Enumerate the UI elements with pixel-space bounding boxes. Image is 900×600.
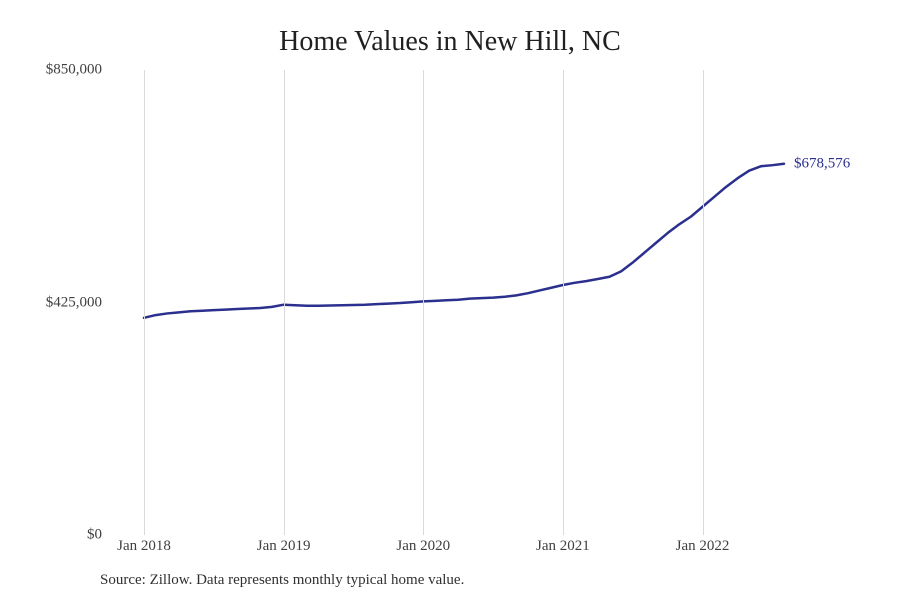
- chart-svg: [144, 70, 784, 535]
- series-end-label: $678,576: [794, 155, 850, 172]
- x-gridline: [423, 70, 424, 535]
- x-gridline: [703, 70, 704, 535]
- x-tick-label: Jan 2019: [257, 538, 311, 555]
- y-tick-label: $0: [2, 527, 102, 544]
- x-tick-label: Jan 2022: [676, 538, 730, 555]
- x-gridline: [563, 70, 564, 535]
- line-chart: Home Values in New Hill, NC Source: Zill…: [0, 0, 900, 600]
- y-tick-label: $850,000: [2, 62, 102, 79]
- x-gridline: [284, 70, 285, 535]
- plot-area: [144, 70, 784, 535]
- x-gridline: [144, 70, 145, 535]
- source-note: Source: Zillow. Data represents monthly …: [100, 572, 464, 589]
- x-tick-label: Jan 2021: [536, 538, 590, 555]
- y-tick-label: $425,000: [2, 294, 102, 311]
- x-tick-label: Jan 2020: [396, 538, 450, 555]
- x-tick-label: Jan 2018: [117, 538, 171, 555]
- series-line: [144, 164, 784, 318]
- chart-title: Home Values in New Hill, NC: [0, 26, 900, 58]
